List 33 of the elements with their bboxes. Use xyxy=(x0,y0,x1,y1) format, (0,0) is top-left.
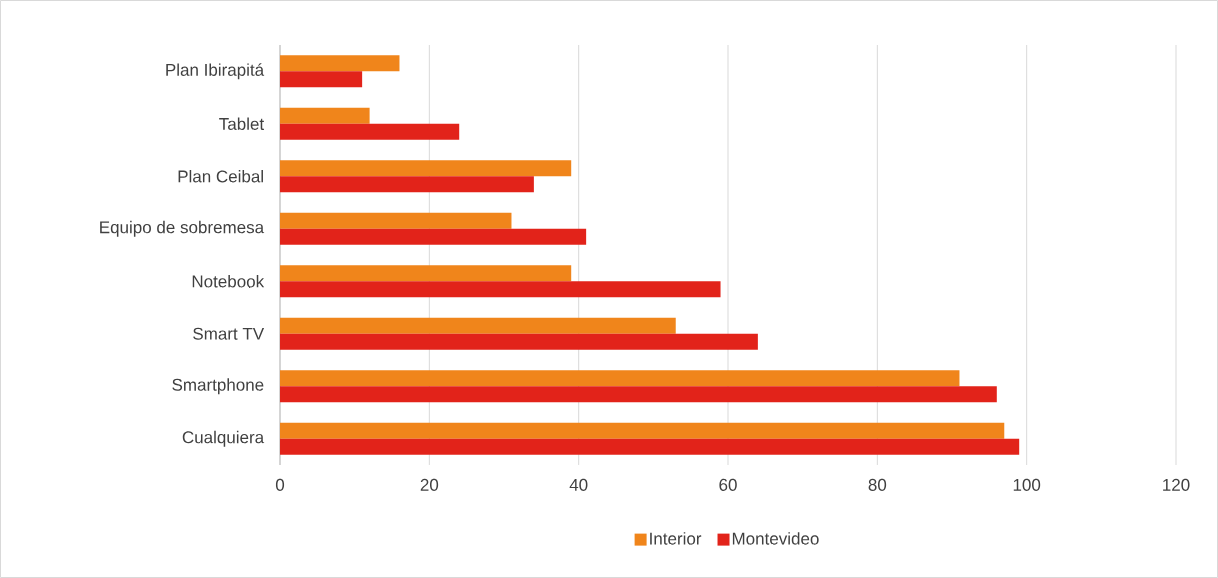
bar xyxy=(280,107,370,124)
bar xyxy=(280,370,960,387)
bar xyxy=(280,281,721,298)
y-tick-label: Smart TV xyxy=(193,327,265,340)
y-tick-label: Smartphone xyxy=(172,378,264,395)
y-tick-label: Cualquiera xyxy=(182,430,265,447)
y-tick-label: Notebook xyxy=(192,275,265,288)
y-tick-label: Equipo de sobremesa xyxy=(100,220,265,237)
legend-label: Interior xyxy=(650,532,702,545)
bar xyxy=(280,422,1005,439)
bar xyxy=(280,228,587,245)
bar xyxy=(280,160,572,177)
x-tick-label: 100 xyxy=(1013,478,1041,491)
bar xyxy=(280,71,363,88)
bar xyxy=(280,333,758,350)
bar xyxy=(280,265,572,282)
bar xyxy=(280,55,400,72)
bar xyxy=(280,176,534,193)
bar xyxy=(280,123,460,140)
bar xyxy=(280,212,512,229)
x-tick-label: 0 xyxy=(275,478,285,491)
x-tick-label: 40 xyxy=(569,478,588,491)
y-tick-label: Plan Ceibal xyxy=(178,170,263,183)
x-tick-label: 60 xyxy=(719,478,737,491)
y-tick-label: Plan Ibirapitá xyxy=(166,63,265,80)
bar xyxy=(280,317,676,334)
x-tick-label: 20 xyxy=(420,478,439,491)
y-tick-label: Tablet xyxy=(219,117,265,130)
bar xyxy=(280,386,997,403)
x-tick-label: 120 xyxy=(1163,478,1190,491)
bar xyxy=(280,438,1020,455)
legend-label: Montevideo xyxy=(732,532,819,545)
x-tick-label: 80 xyxy=(868,478,887,491)
